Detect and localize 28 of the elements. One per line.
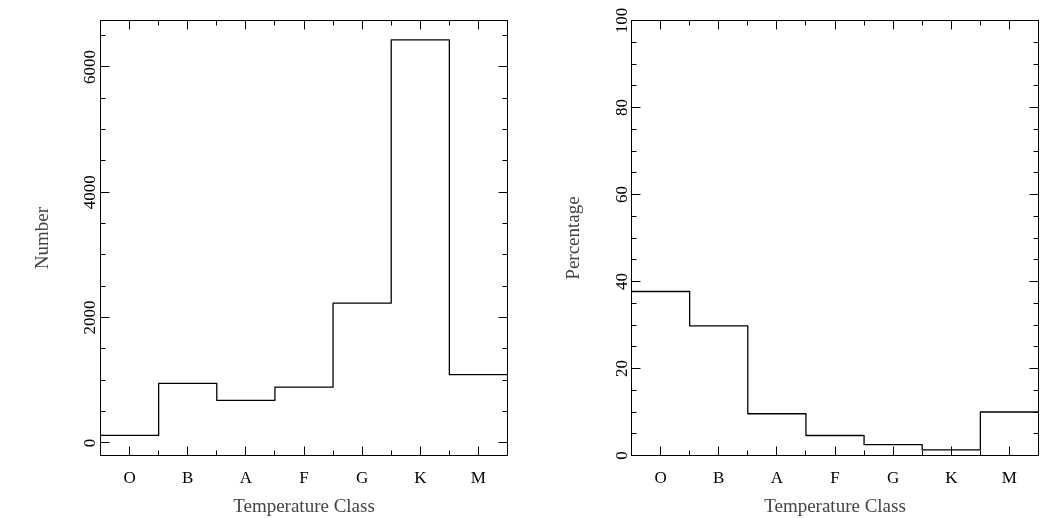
y-tick-label: 6000 <box>80 49 100 84</box>
x-tick-label: K <box>414 467 428 487</box>
x-tick-label: M <box>470 467 486 487</box>
y-axis-title: Percentage <box>561 196 583 280</box>
y-tick-label: 40 <box>611 273 631 290</box>
y-tick-label: 20 <box>611 360 631 377</box>
x-axis-title: Temperature Class <box>233 494 375 516</box>
y-tick-label: 100 <box>611 7 631 34</box>
x-tick-label: M <box>1001 467 1017 487</box>
x-tick-label: F <box>299 467 309 487</box>
y-tick-label: 60 <box>611 186 631 203</box>
y-tick-label: 0 <box>80 438 100 448</box>
x-axis-title: Temperature Class <box>764 494 906 516</box>
y-tick-label: 0 <box>611 451 631 460</box>
y-tick-label: 80 <box>611 99 631 116</box>
y-tick-label: 2000 <box>80 300 100 335</box>
x-tick-label: A <box>770 467 784 487</box>
y-axis-title: Number <box>30 206 52 270</box>
x-tick-label: K <box>945 467 959 487</box>
x-tick-label: B <box>713 467 725 487</box>
x-tick-label: G <box>887 467 900 487</box>
x-tick-label: B <box>182 467 194 487</box>
x-tick-label: O <box>654 467 667 487</box>
x-tick-label: G <box>356 467 369 487</box>
x-tick-label: F <box>830 467 840 487</box>
x-tick-label: O <box>123 467 136 487</box>
y-tick-label: 4000 <box>80 175 100 210</box>
x-tick-label: A <box>239 467 253 487</box>
